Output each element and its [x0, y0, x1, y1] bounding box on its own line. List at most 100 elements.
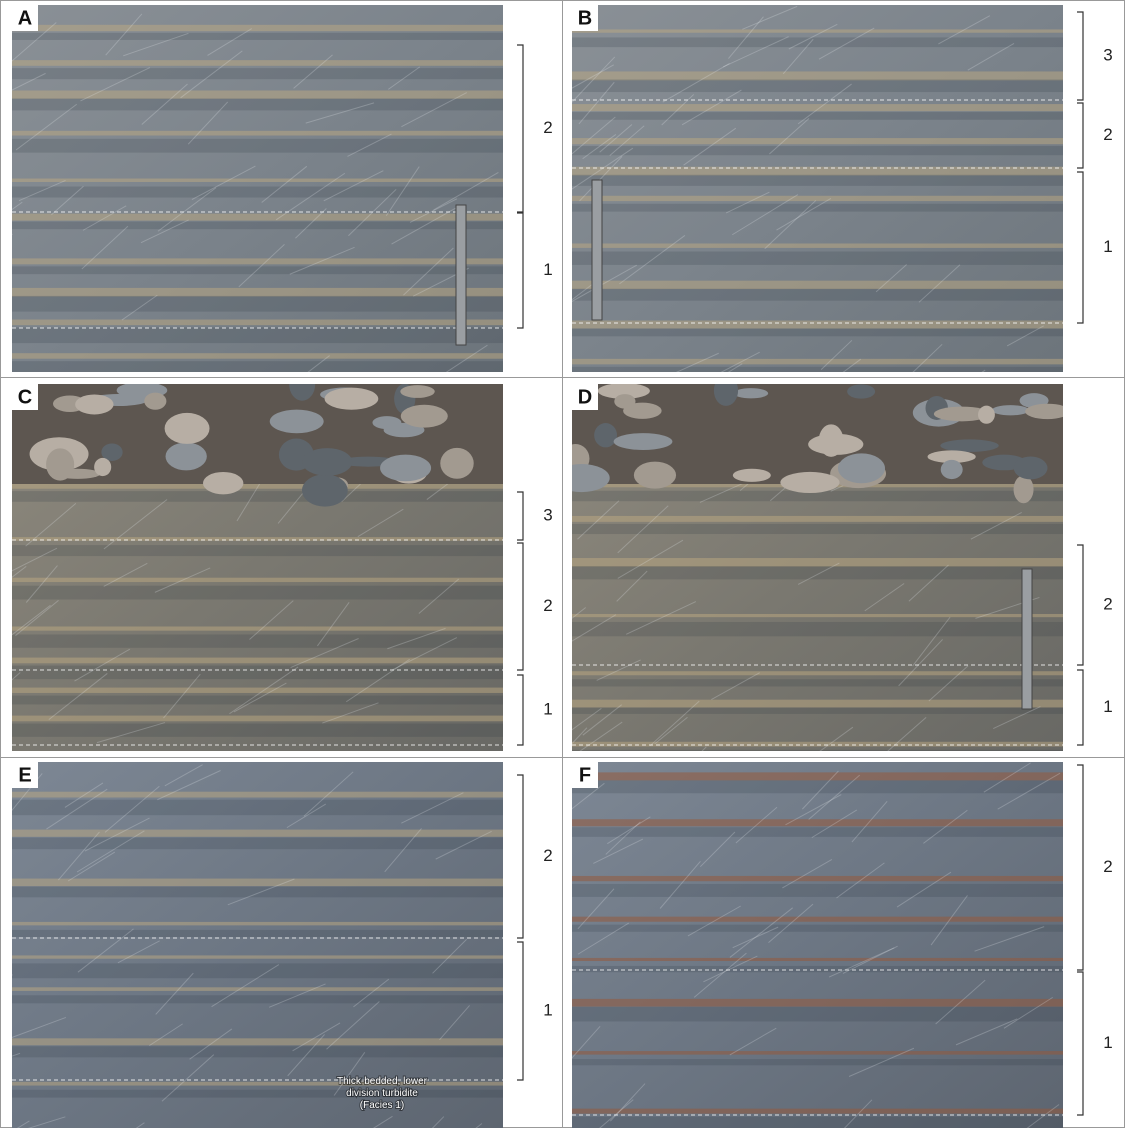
stone: [978, 406, 995, 424]
bedding-band: [572, 244, 1063, 248]
pencil: [456, 205, 466, 345]
dark-band: [572, 780, 1063, 793]
bedding-band: [572, 29, 1063, 32]
scratch: [0, 975, 12, 1010]
dark-band: [12, 666, 503, 680]
stone: [714, 375, 738, 406]
dark-band: [12, 724, 503, 737]
dark-band: [12, 800, 503, 815]
stone: [780, 472, 839, 493]
dark-band: [572, 1059, 1063, 1065]
dark-band: [12, 930, 503, 937]
bedding-band: [572, 138, 1063, 144]
bedding-band: [572, 1051, 1063, 1055]
dark-band: [12, 491, 503, 502]
stone: [634, 462, 676, 489]
bedding-band: [572, 742, 1063, 747]
unit-bracket: [517, 775, 523, 938]
bedding-band: [572, 614, 1063, 617]
stone: [440, 448, 473, 479]
photo: [559, 762, 1063, 1128]
bedding-band: [12, 987, 503, 991]
bedding-band: [12, 131, 503, 136]
bedding-band: [12, 353, 503, 359]
unit-label: 1: [543, 260, 552, 279]
bedding-band: [572, 671, 1063, 675]
dark-band: [12, 296, 503, 312]
panel-label: C: [18, 386, 32, 408]
stone: [594, 423, 617, 447]
unit-label: 2: [1103, 125, 1112, 144]
bedding-band: [12, 955, 503, 958]
stone: [614, 394, 635, 409]
bedding-band: [572, 1109, 1063, 1114]
photo: [0, 762, 503, 1128]
bedding-band: [572, 104, 1063, 111]
dark-band: [572, 966, 1063, 972]
bedding-band: [12, 716, 503, 722]
stone: [733, 469, 771, 482]
dark-band: [572, 367, 1063, 382]
unit-label: 1: [1103, 697, 1112, 716]
unit-label: 1: [543, 699, 552, 718]
unit-bracket: [517, 213, 523, 328]
dark-band: [572, 79, 1063, 92]
dark-band: [12, 586, 503, 600]
unit-label: 3: [1103, 45, 1112, 64]
dark-band: [572, 1117, 1063, 1128]
panel-label: D: [578, 386, 592, 408]
bedding-band: [12, 258, 503, 264]
stone: [46, 448, 74, 480]
unit-bracket: [517, 675, 523, 745]
bedding-band: [12, 1038, 503, 1045]
photo: [544, 375, 1070, 796]
stone: [380, 455, 431, 482]
dark-band: [572, 204, 1063, 212]
bedding-band: [572, 876, 1063, 881]
dark-band: [572, 37, 1063, 47]
unit-label: 2: [543, 118, 552, 137]
caption-line: (Facies 1): [360, 1100, 404, 1111]
bedding-band: [12, 214, 503, 221]
dark-band: [12, 545, 503, 556]
stone: [1014, 456, 1048, 479]
unit-bracket: [1077, 12, 1083, 100]
dark-band: [572, 622, 1063, 636]
stone: [614, 433, 673, 450]
rock-surface: [572, 762, 1063, 1128]
bedding-band: [12, 830, 503, 837]
bedding-band: [572, 196, 1063, 201]
stone: [838, 453, 885, 483]
unit-label: 2: [543, 596, 552, 615]
bedding-band: [12, 320, 503, 326]
unit-label: 1: [1103, 1033, 1112, 1052]
panel-label: E: [18, 764, 31, 786]
stone: [166, 442, 207, 470]
dark-band: [12, 995, 503, 1003]
stone: [847, 384, 875, 398]
stone: [1025, 404, 1070, 419]
unit-label: 1: [1103, 237, 1112, 256]
unit-bracket: [517, 543, 523, 670]
stone: [302, 474, 348, 506]
dark-band: [572, 884, 1063, 897]
stone: [1014, 475, 1034, 503]
dark-band: [12, 187, 503, 198]
bedding-band: [572, 917, 1063, 922]
bedding-band: [572, 772, 1063, 780]
panel-label: A: [18, 7, 32, 29]
dark-band: [572, 925, 1063, 932]
unit-bracket: [1077, 670, 1083, 745]
unit-bracket: [1077, 545, 1083, 665]
dark-band: [572, 146, 1063, 155]
dark-band: [572, 252, 1063, 265]
dark-band: [12, 634, 503, 647]
stone: [289, 368, 315, 401]
figure: A21B321C321D21E21Thick-bedded, lowerdivi…: [0, 0, 1125, 1128]
dark-band: [572, 175, 1063, 186]
bedding-band: [572, 958, 1063, 961]
bedding-band: [12, 879, 503, 887]
bedding-band: [12, 922, 503, 925]
dark-band: [12, 98, 503, 110]
